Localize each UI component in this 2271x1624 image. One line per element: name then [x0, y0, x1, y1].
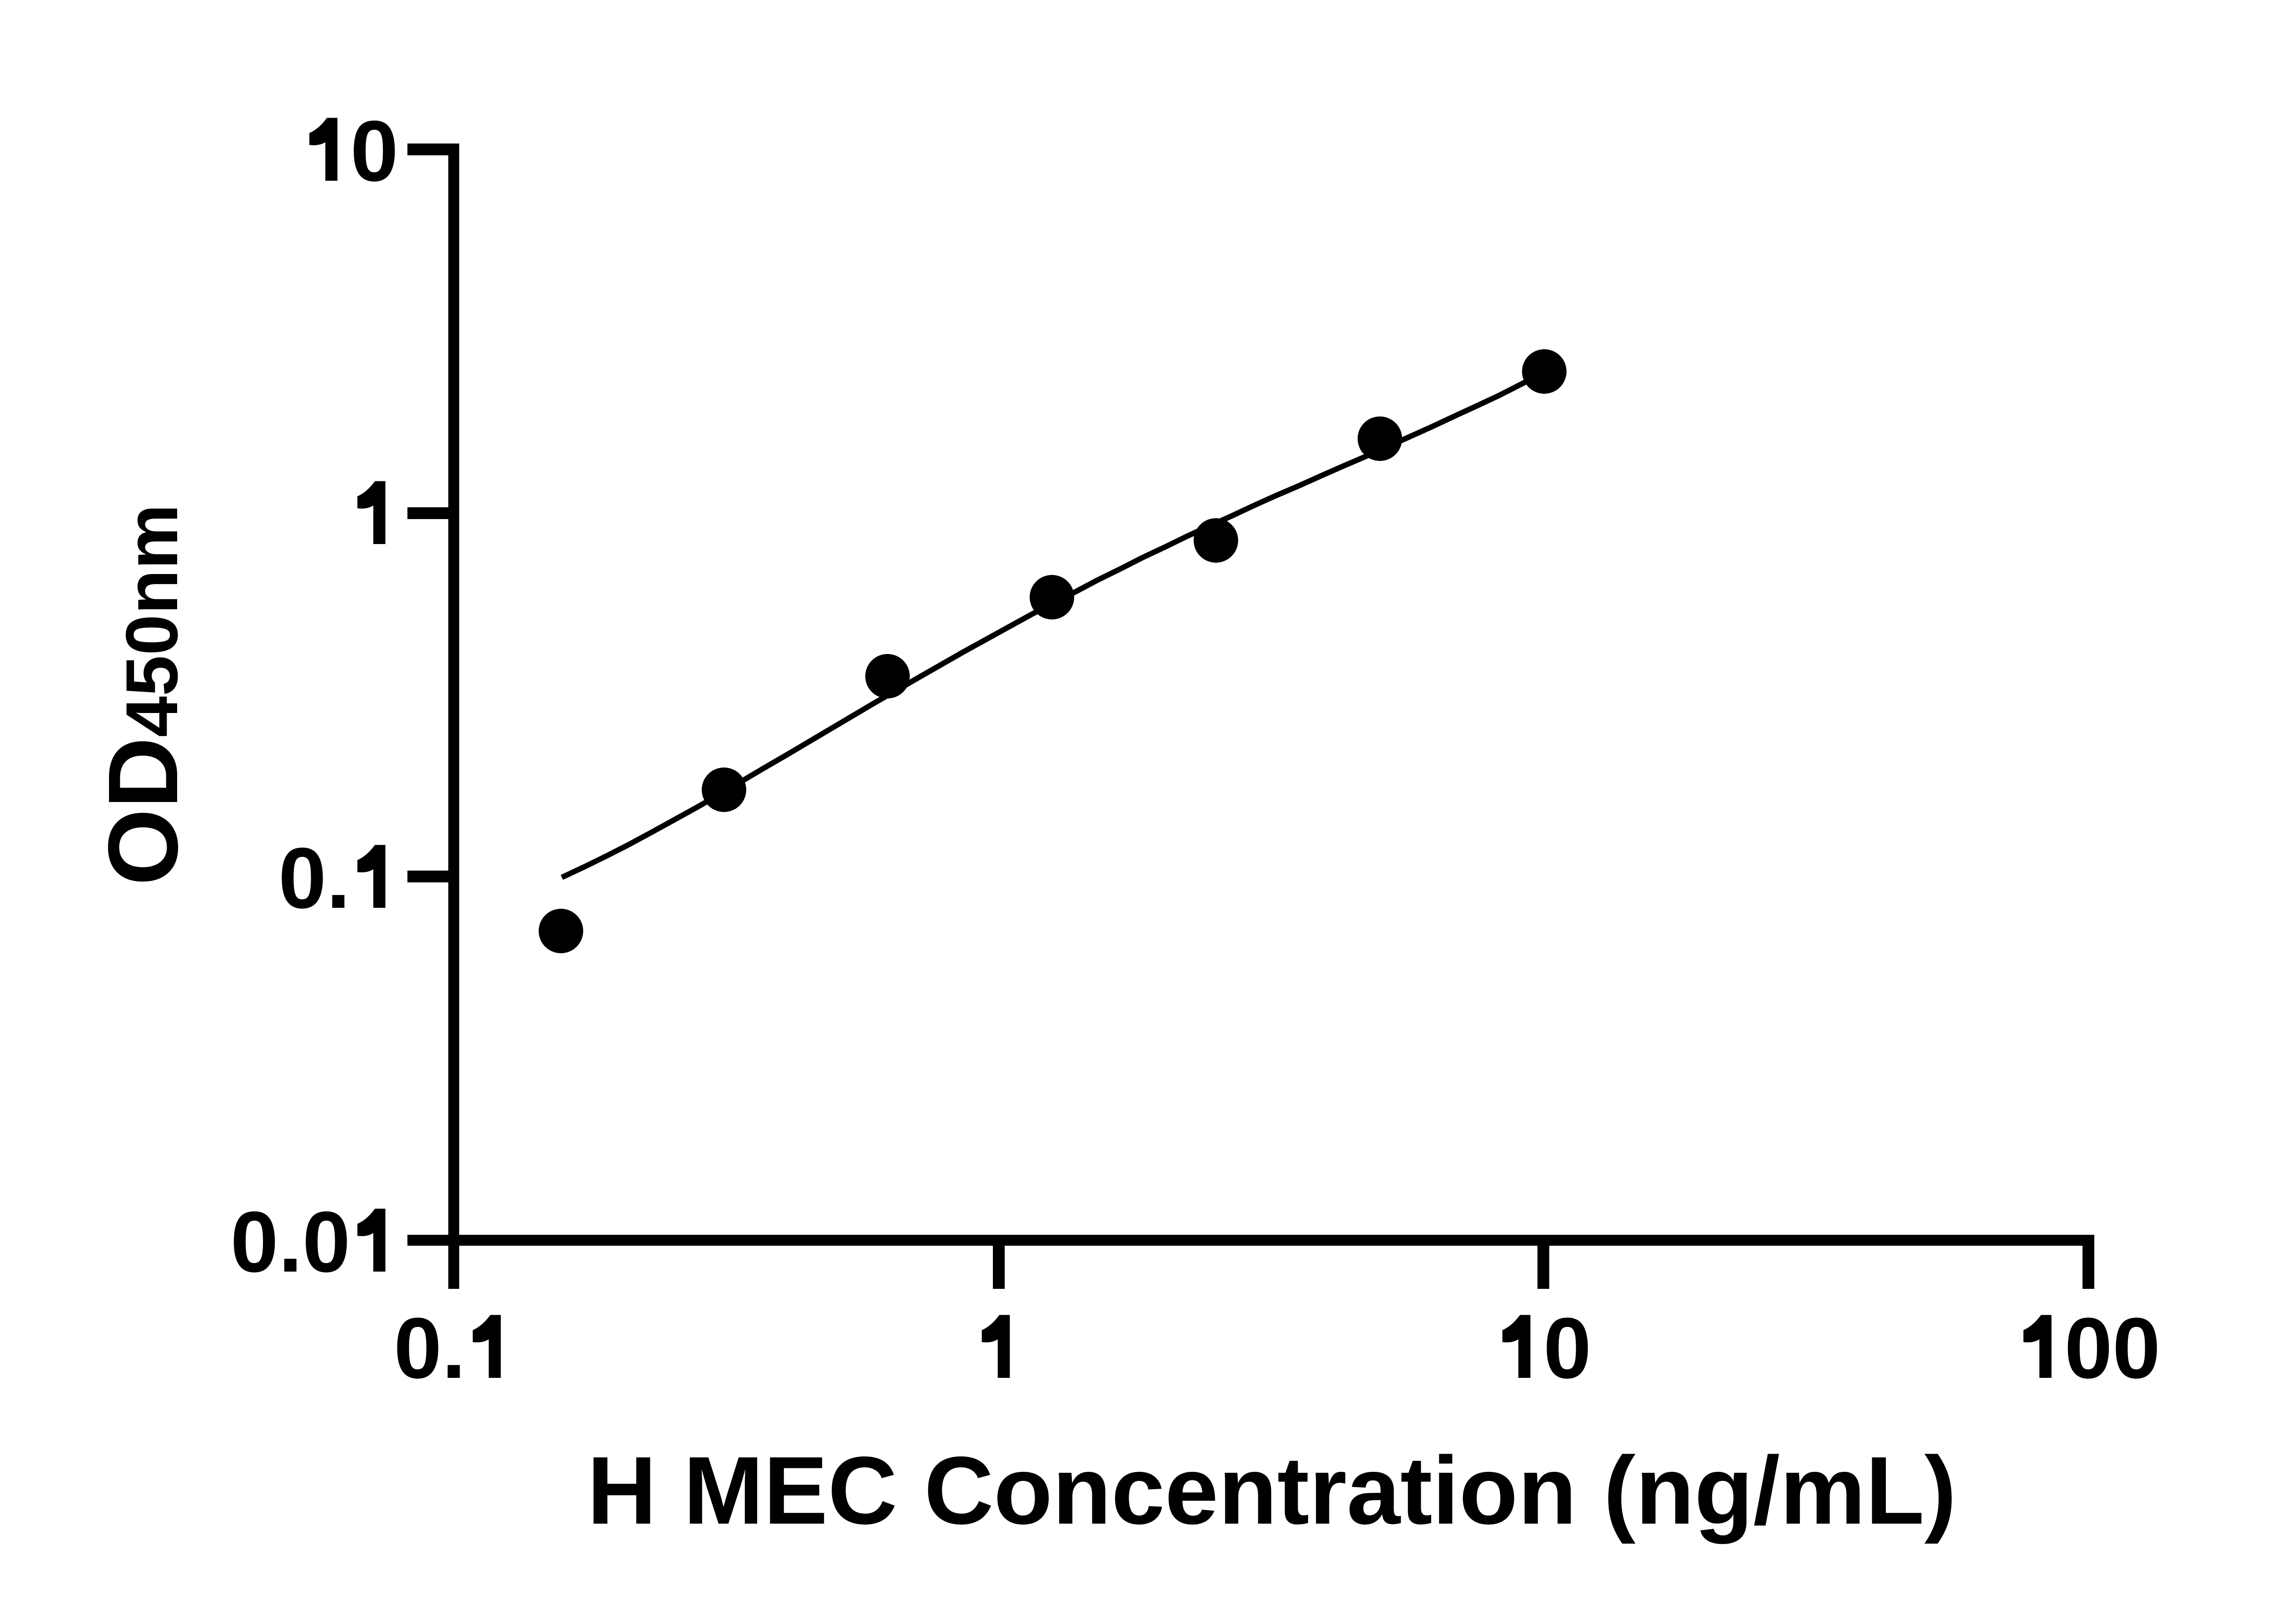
svg-text:OD450nm: OD450nm: [88, 504, 198, 886]
svg-text:0.: 0.: [278, 830, 350, 926]
svg-text:0.0: 0.0: [230, 1194, 350, 1290]
svg-text:0: 0: [1543, 1300, 1592, 1396]
svg-text:0: 0: [350, 103, 398, 199]
svg-text:H MEC Concentration (ng/mL): H MEC Concentration (ng/mL): [587, 1436, 1957, 1544]
svg-text:0.: 0.: [394, 1300, 466, 1396]
svg-text:00: 00: [2064, 1300, 2160, 1396]
